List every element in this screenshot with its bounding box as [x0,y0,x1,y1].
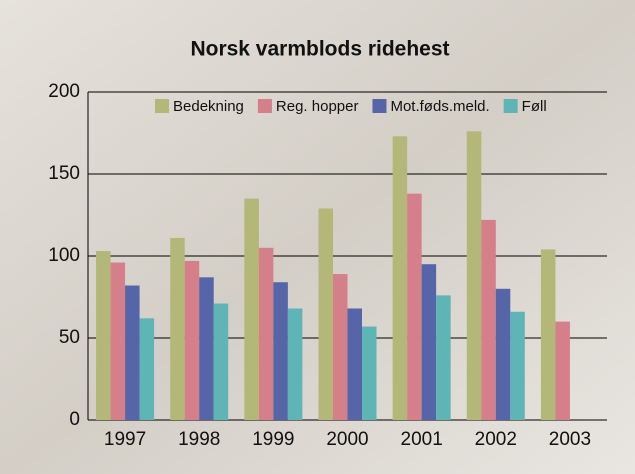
y-tick-label: 0 [69,409,80,430]
bar [125,285,140,420]
bar [96,251,111,420]
bar [318,208,333,420]
bar [555,321,570,420]
legend-swatch [155,99,169,113]
bar [184,260,200,420]
bar [540,249,556,420]
bar [362,326,377,420]
bar [333,274,348,420]
bar [273,282,288,420]
y-tick-label: 200 [48,81,80,102]
bar [199,277,214,420]
legend-swatch [372,99,387,113]
legend-label: Mot.føds.meld. [390,98,489,115]
bar [170,237,185,420]
x-tick-label: 1997 [104,429,146,450]
bar [481,219,496,420]
x-tick-label: 2001 [401,429,443,450]
legend-label: Føll [522,98,547,115]
chart-title: Norsk varmblods ridehest [190,38,449,61]
bar [392,136,408,420]
bar [495,288,511,420]
y-tick-label: 50 [59,327,80,348]
legend-swatch [257,99,272,113]
bar [421,264,437,420]
x-tick-label: 1998 [178,429,220,450]
x-tick-label: 2003 [549,429,591,450]
bar [510,311,525,420]
legend-label: Reg. hopper [276,98,359,115]
bar [213,303,229,420]
y-tick-label: 150 [48,163,80,184]
bar [466,131,482,421]
bar [258,247,274,420]
bar [407,193,422,420]
bar [436,295,451,420]
x-tick-label: 1999 [252,429,294,450]
legend-label: Bedekning [173,98,244,115]
bar [347,308,362,420]
x-tick-label: 2002 [475,429,517,450]
bar [244,198,259,420]
bar [287,308,303,420]
y-tick-label: 100 [48,245,80,266]
bar [110,262,126,420]
x-tick-label: 2000 [326,429,368,450]
legend-swatch [503,99,518,113]
bar [139,318,155,420]
